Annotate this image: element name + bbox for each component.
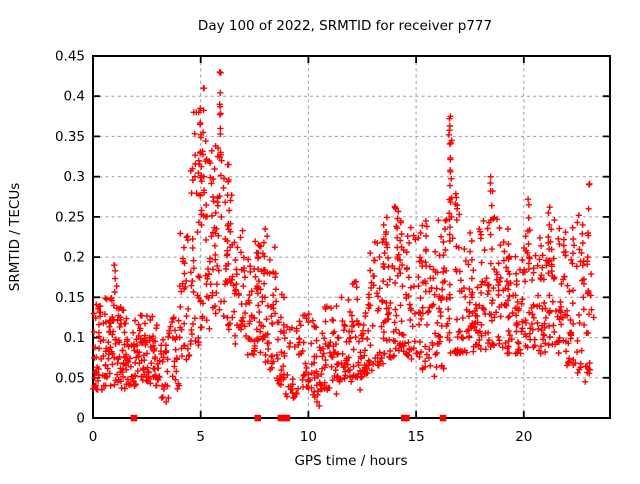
y-tick-label: 0.4 (64, 89, 85, 105)
y-axis-label: SRMTID / TECUs (7, 183, 23, 291)
y-tick-label: 0.2 (64, 250, 85, 266)
gridlines (93, 56, 610, 418)
zero-axis-square-marker (130, 414, 138, 422)
chart-title: Day 100 of 2022, SRMTID for receiver p77… (198, 18, 492, 34)
y-tick-label: 0.35 (55, 129, 85, 145)
zero-axis-square-marker (439, 414, 447, 422)
y-tick-label: 0.05 (55, 370, 85, 386)
y-tick-label: 0.15 (55, 290, 85, 306)
zero-axis-square-marker (254, 414, 261, 422)
x-tick-label: 15 (408, 429, 425, 445)
x-tick-label: 5 (196, 429, 205, 445)
grid-lines (93, 56, 610, 418)
axis-tick-marks (92, 55, 610, 419)
zero-axis-square-marker (283, 414, 291, 422)
x-tick-label: 20 (515, 429, 532, 445)
data-point-markers (90, 69, 597, 409)
tick-labels: 0 5 10 15 20 0 0.05 0.1 0.15 0.2 0.25 0.3 0.35 0.4 0.4… (55, 49, 532, 446)
x-tick-label: 10 (300, 429, 317, 445)
plot-border-and-ticks (92, 55, 611, 419)
y-tick-label: 0.3 (64, 169, 85, 185)
y-tick-label: 0.45 (55, 49, 85, 65)
plot-border (92, 55, 611, 419)
y-tick-label: 0 (76, 411, 85, 427)
y-tick-label: 0.25 (55, 209, 85, 225)
zero-axis-square-marker (403, 414, 410, 422)
x-tick-label: 0 (89, 429, 98, 445)
x-axis-label: GPS time / hours (294, 453, 407, 469)
y-tick-label: 0.1 (64, 330, 85, 346)
zero-axis-square-markers (130, 414, 447, 422)
scatter-points (90, 69, 597, 409)
